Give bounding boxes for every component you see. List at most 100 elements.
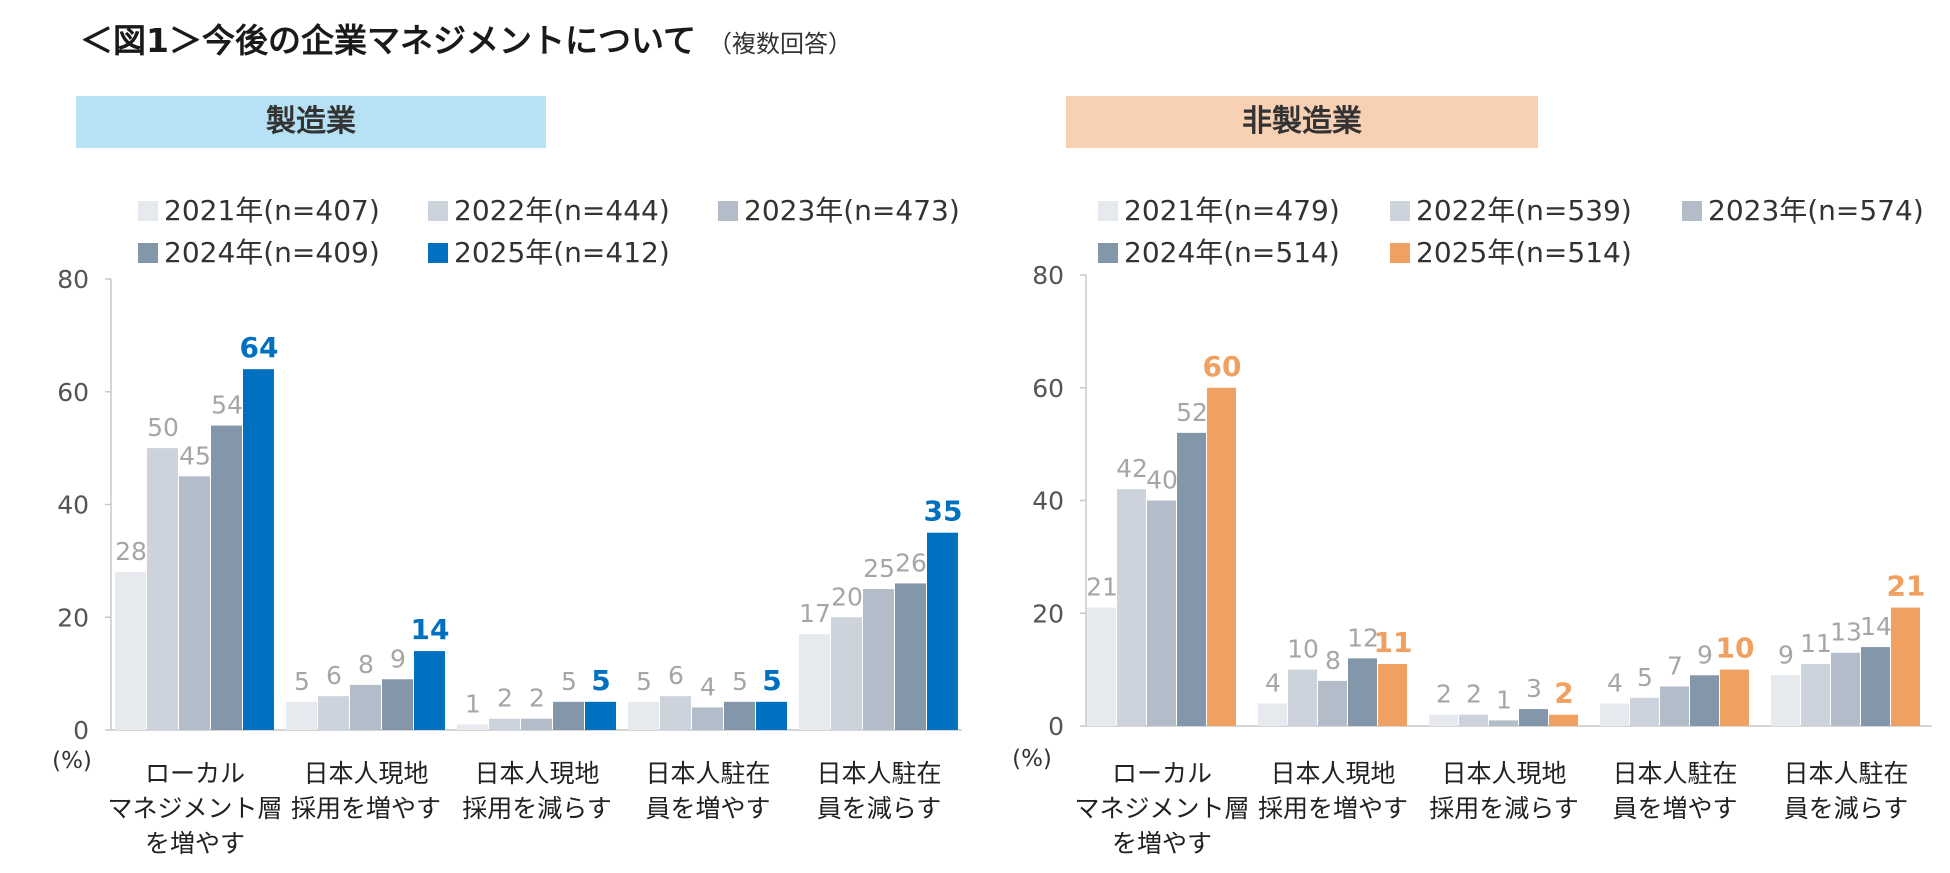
data-label: 7 (1667, 652, 1683, 681)
y-tick-label: 0 (73, 716, 89, 745)
data-label: 11 (1374, 626, 1413, 659)
legend-label: 2025年(n=412) (454, 236, 670, 269)
bar-2 (489, 718, 520, 730)
legend-swatch (138, 243, 158, 263)
bar-3 (1660, 686, 1689, 726)
bar-1 (286, 701, 317, 730)
bar-3 (521, 718, 552, 730)
data-label: 1 (1496, 685, 1512, 714)
bar-4 (1861, 647, 1890, 726)
data-label: 14 (411, 613, 450, 646)
data-label: 5 (561, 667, 577, 696)
category-label: 員を減らす (817, 794, 942, 823)
legend-label: 2024年(n=409) (164, 236, 380, 269)
bar-3 (179, 476, 210, 730)
data-label: 40 (1146, 466, 1178, 495)
y-tick-label: 80 (57, 265, 89, 294)
bar-5 (1720, 669, 1749, 726)
bar-2 (1288, 669, 1317, 726)
bar-5 (414, 651, 445, 730)
data-label: 28 (115, 537, 147, 566)
data-label: 9 (390, 644, 406, 673)
data-label: 12 (1347, 623, 1379, 652)
data-label: 10 (1287, 635, 1319, 664)
bar-3 (1318, 680, 1347, 726)
legend-swatch (428, 201, 448, 221)
bar-2 (660, 696, 691, 730)
data-label: 4 (700, 672, 716, 701)
bar-3 (1489, 720, 1518, 726)
y-unit-label: (%) (52, 748, 92, 774)
legend-swatch (1098, 201, 1118, 221)
bar-5 (1207, 387, 1236, 726)
bar-2 (1801, 663, 1830, 726)
bar-2 (831, 617, 862, 730)
category-label: 日本人駐在 (645, 759, 770, 788)
data-label: 11 (1800, 629, 1832, 658)
data-label: 20 (831, 582, 863, 611)
category-label: を増やす (145, 829, 245, 858)
data-label: 25 (863, 554, 895, 583)
bar-3 (1147, 500, 1176, 726)
bar-4 (1177, 432, 1206, 726)
data-label: 4 (1607, 668, 1623, 697)
bar-2 (1630, 697, 1659, 726)
data-label: 2 (497, 684, 513, 713)
bar-4 (382, 679, 413, 730)
category-label: 日本人現地 (1270, 759, 1395, 788)
data-label: 45 (179, 441, 211, 470)
data-label: 26 (895, 548, 927, 577)
category-label: 日本人現地 (303, 759, 428, 788)
data-label: 2 (1554, 677, 1573, 710)
legend-swatch (718, 201, 738, 221)
non-manufacturing-banner: 非製造業 (1066, 96, 1538, 148)
legend-label: 2023年(n=473) (744, 194, 960, 227)
legend-label: 2022年(n=444) (454, 194, 670, 227)
bar-4 (895, 583, 926, 730)
y-tick-label: 0 (1048, 712, 1064, 741)
bar-1 (1087, 607, 1116, 726)
y-tick-label: 40 (1032, 487, 1064, 516)
bar-5 (1891, 607, 1920, 726)
data-label: 5 (636, 667, 652, 696)
bar-5 (1549, 714, 1578, 726)
bar-3 (863, 589, 894, 730)
bar-1 (115, 572, 146, 730)
category-label: 日本人駐在 (816, 759, 941, 788)
data-label: 5 (1637, 663, 1653, 692)
y-tick-label: 40 (57, 491, 89, 520)
data-label: 1 (465, 689, 481, 718)
bar-2 (147, 448, 178, 730)
category-label: ローカル (145, 759, 245, 788)
figure-title: ＜図1＞今後の企業マネジメントについて （複数回答） (80, 14, 852, 62)
category-label: 員を増やす (645, 794, 770, 823)
data-label: 21 (1887, 570, 1926, 603)
bar-1 (1600, 703, 1629, 726)
bar-1 (457, 724, 488, 730)
data-label: 2 (1436, 680, 1452, 709)
category-label: 採用を減らす (462, 794, 612, 823)
title-sub: （複数回答） (707, 30, 852, 58)
data-label: 10 (1716, 632, 1755, 665)
y-tick-label: 20 (1032, 599, 1064, 628)
bar-1 (1771, 675, 1800, 726)
data-label: 42 (1116, 454, 1148, 483)
data-label: 5 (732, 667, 748, 696)
category-label: マネジメント層 (107, 794, 282, 823)
legend-swatch (1098, 243, 1118, 263)
category-label: 日本人駐在 (1612, 759, 1737, 788)
legend-label: 2021年(n=479) (1124, 194, 1340, 227)
y-unit-label: (%) (1012, 746, 1052, 772)
data-label: 13 (1830, 618, 1862, 647)
bar-1 (1429, 714, 1458, 726)
data-label: 17 (799, 599, 831, 628)
legend-label: 2023年(n=574) (1708, 194, 1924, 227)
bar-2 (1459, 714, 1488, 726)
category-label: 員を減らす (1784, 794, 1909, 823)
bar-2 (1117, 489, 1146, 726)
y-tick-label: 60 (1032, 374, 1064, 403)
data-label: 64 (240, 331, 279, 364)
legend-swatch (1390, 243, 1410, 263)
